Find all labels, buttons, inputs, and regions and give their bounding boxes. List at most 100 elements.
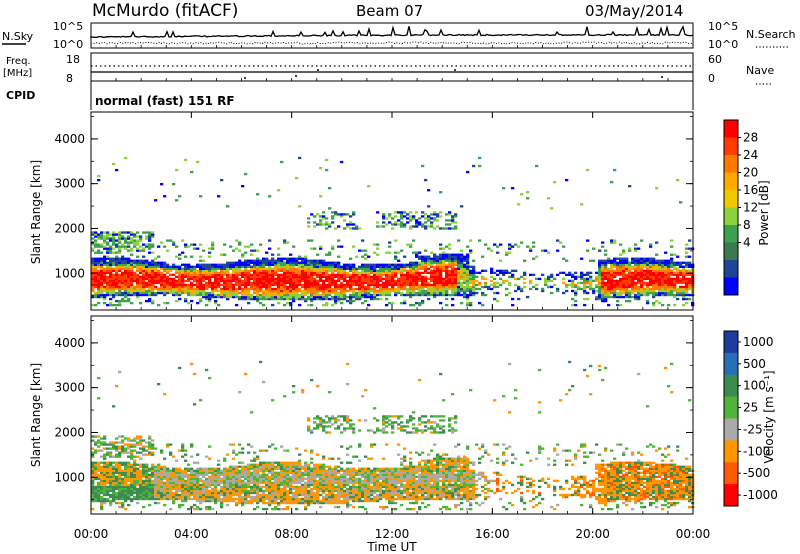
heatmap-cell (166, 469, 170, 472)
heatmap-cell (157, 489, 161, 493)
heatmap-cell (130, 497, 134, 501)
heatmap-cell (424, 285, 428, 289)
heatmap-cell (472, 164, 476, 168)
heatmap-cell (343, 219, 347, 222)
heatmap-cell (616, 285, 620, 289)
heatmap-cell (118, 241, 122, 244)
heatmap-cell (139, 267, 143, 270)
heatmap-cell (214, 265, 218, 268)
heatmap-cell (166, 285, 170, 289)
heatmap-cell (367, 263, 371, 266)
heatmap-cell (295, 275, 299, 279)
heatmap-cell (97, 493, 101, 497)
heatmap-cell (304, 277, 308, 281)
heatmap-cell (133, 463, 137, 466)
heatmap-cell (322, 275, 326, 279)
heatmap-cell (211, 267, 215, 270)
heatmap-cell (292, 261, 296, 264)
heatmap-cell (235, 263, 239, 266)
heatmap-cell (283, 285, 287, 289)
heatmap-cell (649, 267, 653, 270)
heatmap-cell (91, 439, 95, 442)
heatmap-cell (397, 291, 401, 295)
heatmap-cell (418, 221, 422, 224)
heatmap-cell (505, 293, 509, 297)
heatmap-cell (610, 180, 614, 184)
heatmap-cell (187, 245, 191, 248)
heatmap-cell (139, 271, 143, 275)
heatmap-cell (604, 249, 608, 252)
heatmap-cell (364, 271, 368, 275)
heatmap-cell (256, 277, 260, 281)
heatmap-cell (145, 495, 149, 499)
heatmap-cell (655, 283, 659, 287)
heatmap-cell (319, 195, 323, 198)
heatmap-cell (523, 277, 527, 281)
heatmap-cell (154, 269, 158, 272)
heatmap-cell (274, 265, 278, 268)
heatmap-cell (466, 303, 470, 307)
heatmap-cell (343, 293, 347, 297)
heatmap-cell (394, 223, 398, 226)
heatmap-cell (409, 281, 413, 285)
heatmap-cell (148, 245, 152, 248)
heatmap-cell (181, 469, 185, 472)
heatmap-cell (199, 287, 203, 291)
heatmap-cell (127, 271, 131, 275)
heatmap-cell (382, 215, 386, 218)
heatmap-cell (100, 455, 104, 458)
heatmap-cell (208, 469, 212, 472)
heatmap-cell (235, 467, 239, 470)
heatmap-cell (388, 281, 392, 285)
heatmap-cell (100, 477, 104, 481)
heatmap-cell (412, 279, 416, 283)
heatmap-cell (145, 231, 149, 234)
heatmap-cell (313, 281, 317, 285)
colorbar-tick-label: 16 (743, 183, 758, 197)
heatmap-cell (223, 473, 227, 476)
heatmap-cell (130, 465, 134, 468)
heatmap-cell (430, 265, 434, 268)
heatmap-cell (127, 485, 131, 489)
heatmap-cell (136, 473, 140, 476)
heatmap-cell (676, 293, 680, 297)
heatmap-cell (115, 261, 119, 264)
heatmap-cell (193, 267, 197, 270)
heatmap-cell (91, 463, 95, 466)
heatmap-cell (340, 301, 344, 305)
heatmap-cell (376, 271, 380, 275)
heatmap-cell (103, 477, 107, 481)
heatmap-cell (367, 287, 371, 291)
heatmap-cell (172, 485, 176, 489)
heatmap-cell (115, 463, 119, 466)
freq-tick-bottom: 8 (66, 72, 73, 85)
heatmap-cell (376, 211, 380, 214)
heatmap-cell (109, 473, 113, 476)
heatmap-cell (139, 293, 143, 297)
heatmap-cell (472, 271, 476, 275)
heatmap-cell (466, 170, 470, 174)
heatmap-cell (94, 441, 98, 444)
heatmap-cell (316, 213, 320, 216)
heatmap-cell (160, 275, 164, 279)
heatmap-cell (148, 481, 152, 485)
heatmap-cell (130, 287, 134, 291)
heatmap-cell (277, 285, 281, 289)
heatmap-cell (250, 495, 254, 499)
heatmap-cell (157, 465, 161, 468)
heatmap-cell (238, 487, 242, 491)
heatmap-cell (334, 275, 338, 279)
heatmap-cell (328, 223, 332, 226)
heatmap-cell (163, 267, 167, 270)
heatmap-cell (106, 461, 110, 464)
heatmap-cell (214, 473, 218, 476)
heatmap-cell (103, 285, 107, 289)
heatmap-cell (145, 283, 149, 287)
heatmap-cell (118, 479, 122, 483)
heatmap-cell (670, 259, 674, 262)
heatmap-cell (217, 285, 221, 289)
heatmap-cell (124, 299, 128, 303)
heatmap-cell (349, 279, 353, 283)
heatmap-cell (178, 283, 182, 287)
heatmap-cell (229, 285, 233, 289)
